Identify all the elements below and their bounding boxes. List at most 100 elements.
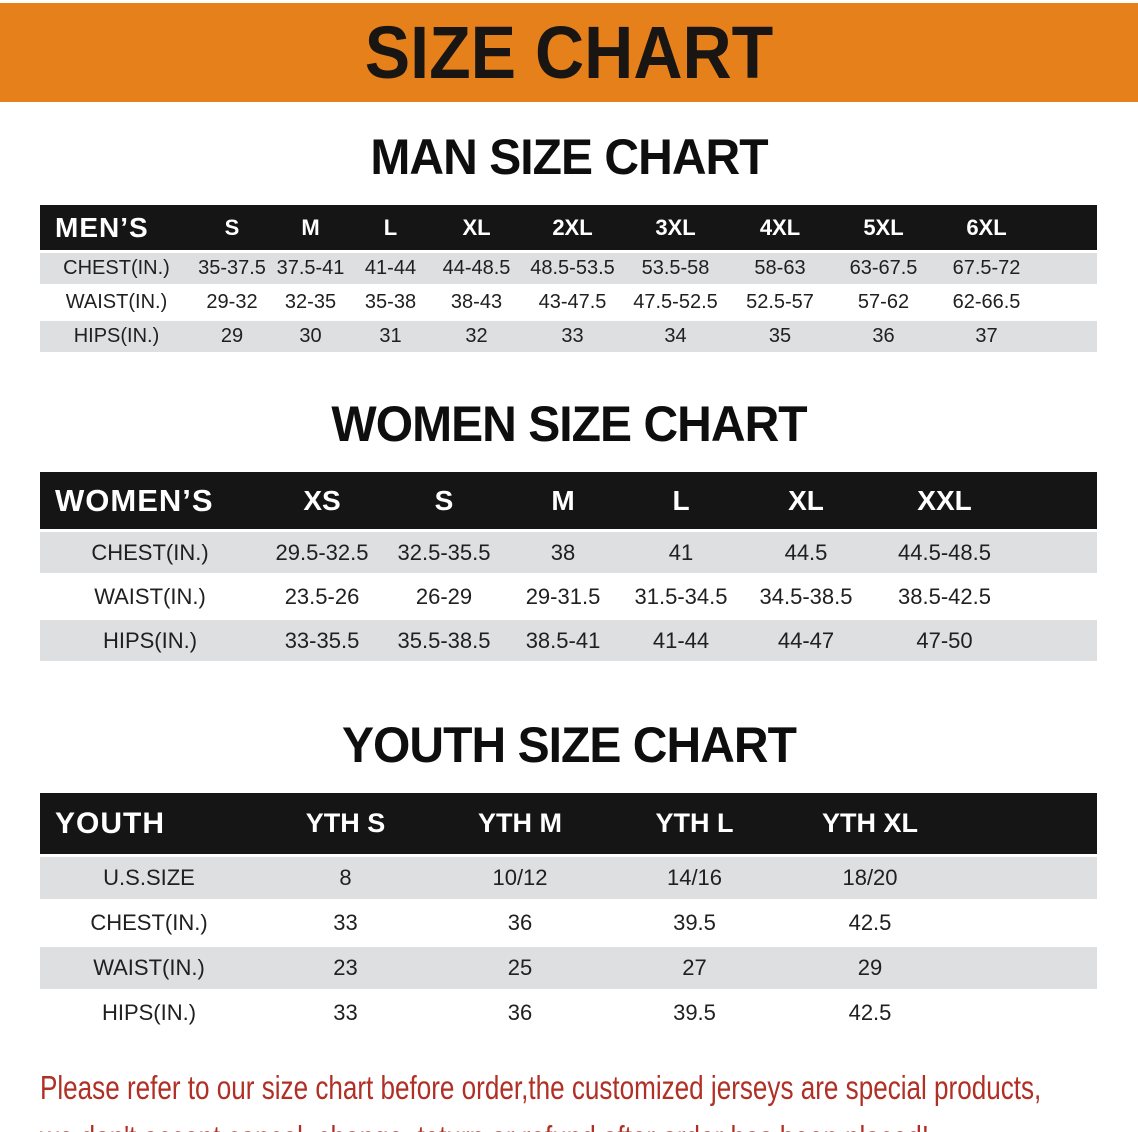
row-label: CHEST(IN.) [40, 253, 193, 284]
size-value-cell: 36 [433, 992, 607, 1034]
size-value-cell: 42.5 [782, 902, 958, 944]
size-value-cell: 25 [433, 947, 607, 989]
size-value-cell: 36 [433, 902, 607, 944]
banner: SIZE CHART [0, 3, 1138, 102]
row-filler [958, 857, 1097, 899]
size-value-cell: 53.5-58 [623, 253, 728, 284]
size-value-cell: 44-48.5 [431, 253, 522, 284]
size-value-cell: 39.5 [607, 992, 782, 1034]
notice-line-1: Please refer to our size chart before or… [40, 1069, 1042, 1106]
column-header: YTH M [433, 793, 607, 854]
row-label: WAIST(IN.) [40, 576, 260, 617]
size-value-cell: 14/16 [607, 857, 782, 899]
table-row: WAIST(IN.) 29-32 32-35 35-38 38-43 43-47.5 47.… [40, 287, 1097, 318]
size-value-cell: 57-62 [832, 287, 935, 318]
size-value-cell: 47.5-52.5 [623, 287, 728, 318]
size-value-cell: 38.5-42.5 [872, 576, 1017, 617]
column-header: YTH L [607, 793, 782, 854]
size-value-cell: 34.5-38.5 [740, 576, 872, 617]
table-corner-label: MEN’S [40, 205, 193, 250]
size-value-cell: 43-47.5 [522, 287, 623, 318]
size-value-cell: 62-66.5 [935, 287, 1038, 318]
column-header: YTH XL [782, 793, 958, 854]
size-value-cell: 33 [258, 992, 433, 1034]
size-value-cell: 38.5-41 [504, 620, 622, 661]
row-label: WAIST(IN.) [40, 947, 258, 989]
column-header: 5XL [832, 205, 935, 250]
table-row: HIPS(IN.) 33 36 39.5 42.5 [40, 992, 1097, 1034]
size-value-cell: 18/20 [782, 857, 958, 899]
notice-line-2: we don't accept cancel, change, teturn o… [40, 1113, 929, 1132]
women-section-title: WOMEN SIZE CHART [331, 396, 807, 452]
size-value-cell: 42.5 [782, 992, 958, 1034]
row-filler [958, 992, 1097, 1034]
size-value-cell: 52.5-57 [728, 287, 832, 318]
column-header: YTH S [258, 793, 433, 854]
youth-section-title: YOUTH SIZE CHART [342, 717, 797, 773]
column-header: S [193, 205, 271, 250]
row-filler [1038, 287, 1097, 318]
size-value-cell: 23.5-26 [260, 576, 384, 617]
column-header: 3XL [623, 205, 728, 250]
size-value-cell: 48.5-53.5 [522, 253, 623, 284]
row-filler [958, 902, 1097, 944]
footer-notice: Please refer to our size chart before or… [40, 1063, 1138, 1132]
size-table: WOMEN’S XS S M L XL XXL CHEST(IN.) 29.5-32.5 32.5… [40, 469, 1097, 664]
size-value-cell: 29-32 [193, 287, 271, 318]
row-label: CHEST(IN.) [40, 902, 258, 944]
size-value-cell: 41 [622, 532, 740, 573]
size-value-cell: 41-44 [622, 620, 740, 661]
table-row: HIPS(IN.) 33-35.5 35.5-38.5 38.5-41 41-44 44-… [40, 620, 1097, 661]
row-filler [1017, 576, 1097, 617]
row-filler [958, 947, 1097, 989]
banner-title: SIZE CHART [364, 11, 774, 94]
women-size-table: WOMEN’S XS S M L XL XXL CHEST(IN.) 29.5-32.5 32.5… [40, 469, 1097, 664]
size-value-cell: 35.5-38.5 [384, 620, 504, 661]
header-row: WOMEN’S XS S M L XL XXL [40, 472, 1097, 529]
size-value-cell: 38 [504, 532, 622, 573]
size-value-cell: 37.5-41 [271, 253, 350, 284]
size-value-cell: 33 [258, 902, 433, 944]
size-value-cell: 32-35 [271, 287, 350, 318]
column-header: 6XL [935, 205, 1038, 250]
youth-size-table: YOUTH YTH S YTH M YTH L YTH XL U.S.SIZE 8 10/12… [40, 790, 1097, 1037]
header-row: YOUTH YTH S YTH M YTH L YTH XL [40, 793, 1097, 854]
size-value-cell: 41-44 [350, 253, 431, 284]
size-value-cell: 44.5-48.5 [872, 532, 1017, 573]
size-table: MEN’S S M L XL 2XL 3XL 4XL 5XL 6XL CHEST(IN.) 35-37… [40, 202, 1097, 355]
women-size-section: WOMEN SIZE CHART WOMEN’S XS S M L XL XXL CHEST(… [0, 395, 1138, 664]
size-value-cell: 33-35.5 [260, 620, 384, 661]
table-row: CHEST(IN.) 33 36 39.5 42.5 [40, 902, 1097, 944]
size-value-cell: 47-50 [872, 620, 1017, 661]
row-filler [1017, 620, 1097, 661]
size-value-cell: 39.5 [607, 902, 782, 944]
row-filler [1038, 253, 1097, 284]
size-value-cell: 34 [623, 321, 728, 352]
size-value-cell: 35 [728, 321, 832, 352]
size-value-cell: 30 [271, 321, 350, 352]
column-header: M [271, 205, 350, 250]
size-value-cell: 58-63 [728, 253, 832, 284]
size-value-cell: 23 [258, 947, 433, 989]
row-label: HIPS(IN.) [40, 992, 258, 1034]
size-value-cell: 31.5-34.5 [622, 576, 740, 617]
size-value-cell: 44-47 [740, 620, 872, 661]
size-value-cell: 8 [258, 857, 433, 899]
table-row: WAIST(IN.) 23 25 27 29 [40, 947, 1097, 989]
size-value-cell: 35-38 [350, 287, 431, 318]
men-size-table: MEN’S S M L XL 2XL 3XL 4XL 5XL 6XL CHEST(IN.) 35-37… [40, 202, 1097, 355]
table-corner-label: YOUTH [40, 793, 258, 854]
header-filler [1038, 205, 1097, 250]
size-value-cell: 35-37.5 [193, 253, 271, 284]
size-value-cell: 44.5 [740, 532, 872, 573]
size-value-cell: 38-43 [431, 287, 522, 318]
size-value-cell: 29 [193, 321, 271, 352]
column-header: S [384, 472, 504, 529]
size-value-cell: 36 [832, 321, 935, 352]
table-row: WAIST(IN.) 23.5-26 26-29 29-31.5 31.5-34.5 34… [40, 576, 1097, 617]
size-value-cell: 27 [607, 947, 782, 989]
size-value-cell: 32 [431, 321, 522, 352]
column-header: XL [431, 205, 522, 250]
size-value-cell: 37 [935, 321, 1038, 352]
